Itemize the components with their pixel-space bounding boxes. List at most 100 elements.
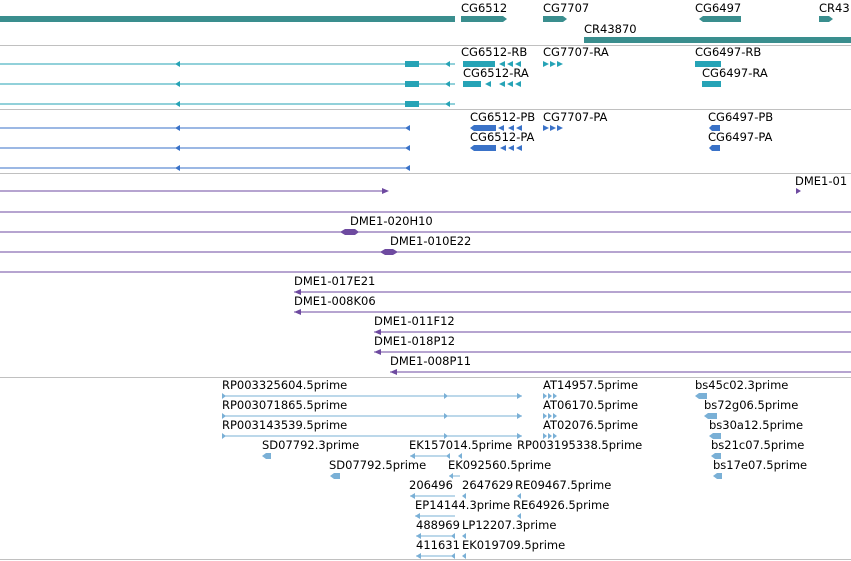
est-label-at14957[interactable]: AT14957.5prime [543,378,639,392]
est-label-411631[interactable]: 411631 [416,538,460,552]
est-glyph-at02076[interactable] [543,433,557,439]
est-label-at06170[interactable]: AT06170.5prime [543,398,639,412]
est-glyph-sd07792-3[interactable] [262,453,271,459]
protein-glyph-cg6512-pb[interactable] [470,125,496,131]
gene-glyph-cg6512[interactable] [461,16,507,22]
est-label-re09467[interactable]: RE09467.5prime [515,478,612,492]
est-glyph-ep14144[interactable] [415,513,420,519]
protein-label-cg6512-pa[interactable]: CG6512-PA [470,130,535,144]
transcript-label-cg6497-ra[interactable]: CG6497-RA [702,66,768,80]
est-label-sd07792-5[interactable]: SD07792.5prime [329,458,427,472]
est-label-rp003143539[interactable]: RP003143539.5prime [222,418,348,432]
track-separator [0,559,851,560]
est-glyph-ek019709[interactable] [462,553,466,559]
transcript-glyph-cg6497-rb[interactable] [695,61,721,67]
est-label-488969[interactable]: 488969 [416,518,460,532]
est-label-bs45c02[interactable]: bs45c02.3prime [695,378,789,392]
est-glyph-re09467[interactable] [517,493,521,499]
track-separator [0,377,851,378]
transcript-glyph-cg6497-ra[interactable] [702,81,721,87]
gene-glyph-cr43870[interactable] [584,37,851,43]
clone-glyph-dme1-008p11[interactable] [390,369,397,375]
clone-label-dme1-01[interactable]: DME1-01 [795,174,848,188]
transcript-label-cg6512-ra[interactable]: CG6512-RA [463,66,529,80]
est-label-at02076[interactable]: AT02076.5prime [543,418,639,432]
est-glyph-2647629[interactable] [462,493,466,499]
est-glyph-at06170[interactable] [543,413,557,419]
protein-label-cg7707-pa[interactable]: CG7707-PA [543,110,608,124]
est-label-rp003325604[interactable]: RP003325604.5prime [222,378,348,392]
est-label-lp12207[interactable]: LP12207.3prime [462,518,557,532]
clone-label-dme1-008k06[interactable]: DME1-008K06 [294,294,376,308]
protein-glyph-cg7707-pa[interactable] [543,125,563,131]
est-glyph-bs72g06[interactable] [704,413,717,419]
transcript-glyph-cg6512-rb[interactable] [463,61,495,67]
clone-label-dme1-008p11[interactable]: DME1-008P11 [390,354,472,368]
clone-glyph-dme1-020h10[interactable] [340,229,359,235]
est-label-ek019709[interactable]: EK019709.5prime [462,538,566,552]
est-glyph-bs21c07[interactable] [711,453,721,459]
est-glyph-sd07792-5[interactable] [330,473,340,479]
gene-bar-left[interactable] [0,16,455,22]
transcript-label-cg7707-ra[interactable]: CG7707-RA [543,45,609,59]
transcript-glyph-cg6512-ra[interactable] [463,81,481,87]
clone-label-dme1-017e21[interactable]: DME1-017E21 [294,274,376,288]
est-glyph-re64926[interactable] [517,513,521,519]
gene-label-cg7707[interactable]: CG7707 [543,1,590,15]
track-separator [0,109,851,110]
protein-glyph-cg6497-pb[interactable] [709,125,720,131]
est-label-bs21c07[interactable]: bs21c07.5prime [711,438,805,452]
est-glyph-at14957[interactable] [543,393,557,399]
est-glyph-206496[interactable] [410,493,415,499]
transcript-label-cg6512-rb[interactable]: CG6512-RB [461,45,528,59]
protein-label-cg6512-pb[interactable]: CG6512-PB [470,110,536,124]
gene-label-cr43[interactable]: CR43 [819,1,850,15]
est-label-bs17e07[interactable]: bs17e07.5prime [713,458,808,472]
clone-glyph-dme1-017e21[interactable] [294,289,301,295]
est-label-ep14144[interactable]: EP14144.3prime [415,498,511,512]
transcript-glyph-cg7707-ra[interactable] [543,61,563,67]
clone-glyph-dme1-011f12[interactable] [374,329,381,335]
est-glyph-ek092560[interactable] [449,473,453,479]
est-label-206496[interactable]: 206496 [409,478,453,492]
est-label-bs72g06[interactable]: bs72g06.5prime [704,398,799,412]
protein-glyph-cg6497-pa[interactable] [709,145,720,151]
clone-label-dme1-020h10[interactable]: DME1-020H10 [350,214,433,228]
gene-label-cg6512[interactable]: CG6512 [461,1,508,15]
clone-glyph-dme1-008k06[interactable] [294,309,301,315]
est-label-rp003195338[interactable]: RP003195338.5prime [517,438,643,452]
protein-glyph-cg6512-pa[interactable] [470,145,496,151]
gene-glyph-cg7707[interactable] [543,16,567,22]
clone-label-dme1-010e22[interactable]: DME1-010E22 [390,234,472,248]
est-label-bs30a12[interactable]: bs30a12.5prime [709,418,804,432]
clone-label-dme1-018p12[interactable]: DME1-018P12 [374,334,456,348]
protein-track [0,125,720,171]
est-glyph-bs17e07[interactable] [713,473,722,479]
gene-glyph-cr43[interactable] [819,16,833,22]
gene-glyph-cg6497[interactable] [699,16,741,22]
gene-label-cr43870[interactable]: CR43870 [584,22,637,36]
est-label-ek092560[interactable]: EK092560.5prime [448,458,552,472]
clone-glyph-dme1-010e22[interactable] [380,249,398,255]
gene-track [0,16,851,43]
gene-label-cg6497[interactable]: CG6497 [695,1,742,15]
transcript-label-cg6497-rb[interactable]: CG6497-RB [695,45,762,59]
clone-label-dme1-011f12[interactable]: DME1-011F12 [374,314,455,328]
protein-label-cg6497-pb[interactable]: CG6497-PB [708,110,774,124]
protein-label-cg6497-pa[interactable]: CG6497-PA [708,130,773,144]
track-separator [0,173,851,174]
est-label-rp003071865[interactable]: RP003071865.5prime [222,398,348,412]
est-glyph-ek157014[interactable] [410,453,450,459]
est-glyph-lp12207[interactable] [462,533,466,539]
clone-glyph-dme1-01[interactable] [796,188,801,194]
est-label-re64926[interactable]: RE64926.5prime [513,498,610,512]
est-glyph-bs30a12[interactable] [709,433,721,439]
clone-glyph-dme1-018p12[interactable] [374,349,381,355]
est-label-2647629[interactable]: 2647629 [462,478,514,492]
est-label-ek157014[interactable]: EK157014.5prime [409,438,513,452]
est-label-sd07792-3[interactable]: SD07792.3prime [262,438,360,452]
est-glyph-bs45c02[interactable] [695,393,707,399]
track-separator [0,45,851,46]
